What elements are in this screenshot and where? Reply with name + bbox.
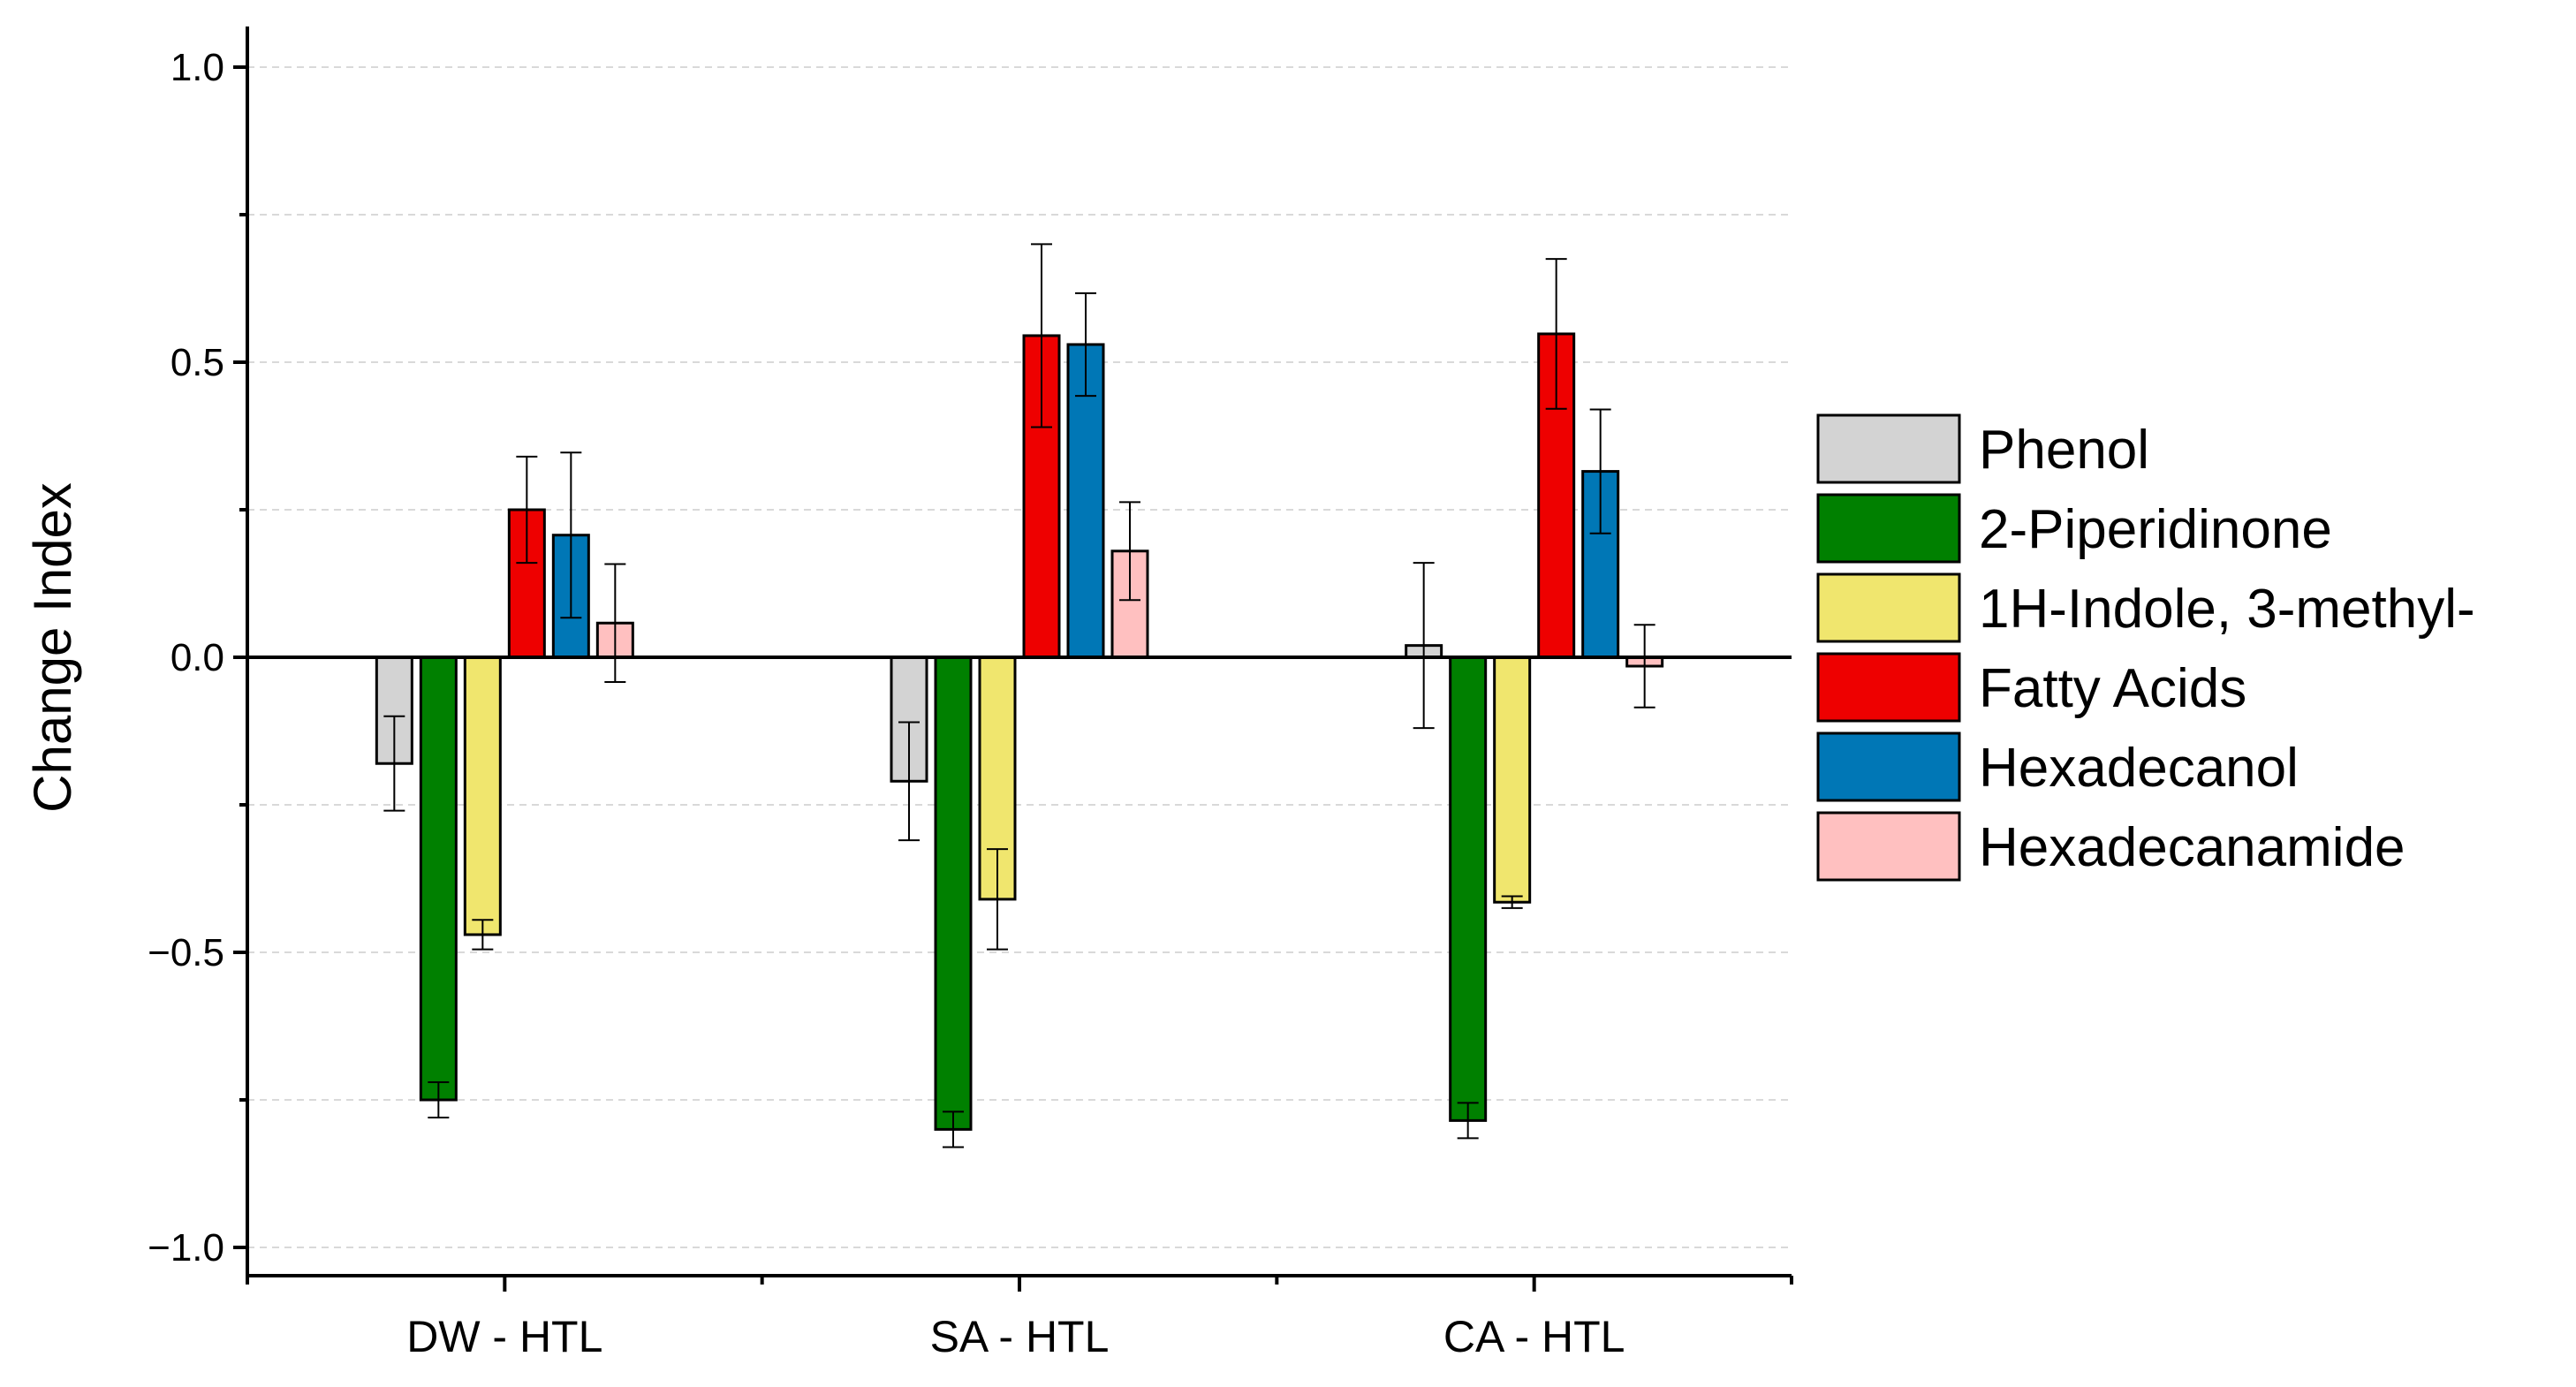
- legend: Phenol 2-Piperidinone 1H-Indole, 3-methyl-…: [1816, 413, 2475, 882]
- bar: [1449, 656, 1488, 1122]
- axes: [233, 27, 1793, 1292]
- y-tick-label: 0.5: [170, 341, 224, 384]
- x-tick-label: DW - HTL: [406, 1312, 602, 1361]
- y-tick-label: 1.0: [170, 46, 224, 89]
- legend-label: 1H-Indole, 3-methyl-: [1979, 579, 2475, 640]
- x-tick-label: SA - HTL: [930, 1312, 1110, 1361]
- gridlines: [247, 66, 1792, 1248]
- x-tick-label: CA - HTL: [1443, 1312, 1625, 1361]
- legend-label: Fatty Acids: [1979, 658, 2246, 719]
- error-bars: [383, 243, 1655, 1148]
- legend-swatch: [1816, 413, 1961, 484]
- legend-swatch: [1816, 811, 1961, 882]
- legend-swatch: [1816, 572, 1961, 643]
- x-tick-labels: DW - HTL SA - HTL CA - HTL: [406, 1312, 1625, 1361]
- legend-swatch: [1816, 731, 1961, 802]
- legend-label: Phenol: [1979, 420, 2149, 481]
- y-tick-label: 0.0: [170, 636, 224, 679]
- y-tick-label: −0.5: [148, 931, 224, 974]
- legend-label: 2-Piperidinone: [1979, 499, 2332, 560]
- legend-swatch: [1816, 652, 1961, 723]
- legend-label: Hexadecanamide: [1979, 817, 2406, 878]
- y-tick-labels: −1.0 −0.5 0.0 0.5 1.0: [148, 46, 224, 1270]
- y-axis-title: Change Index: [23, 482, 82, 813]
- bar: [419, 656, 458, 1102]
- legend-swatch: [1816, 493, 1961, 564]
- legend-label: Hexadecanol: [1979, 738, 2299, 799]
- bar: [934, 656, 973, 1131]
- bar: [1493, 656, 1532, 904]
- bar: [463, 656, 502, 936]
- y-tick-label: −1.0: [148, 1226, 224, 1270]
